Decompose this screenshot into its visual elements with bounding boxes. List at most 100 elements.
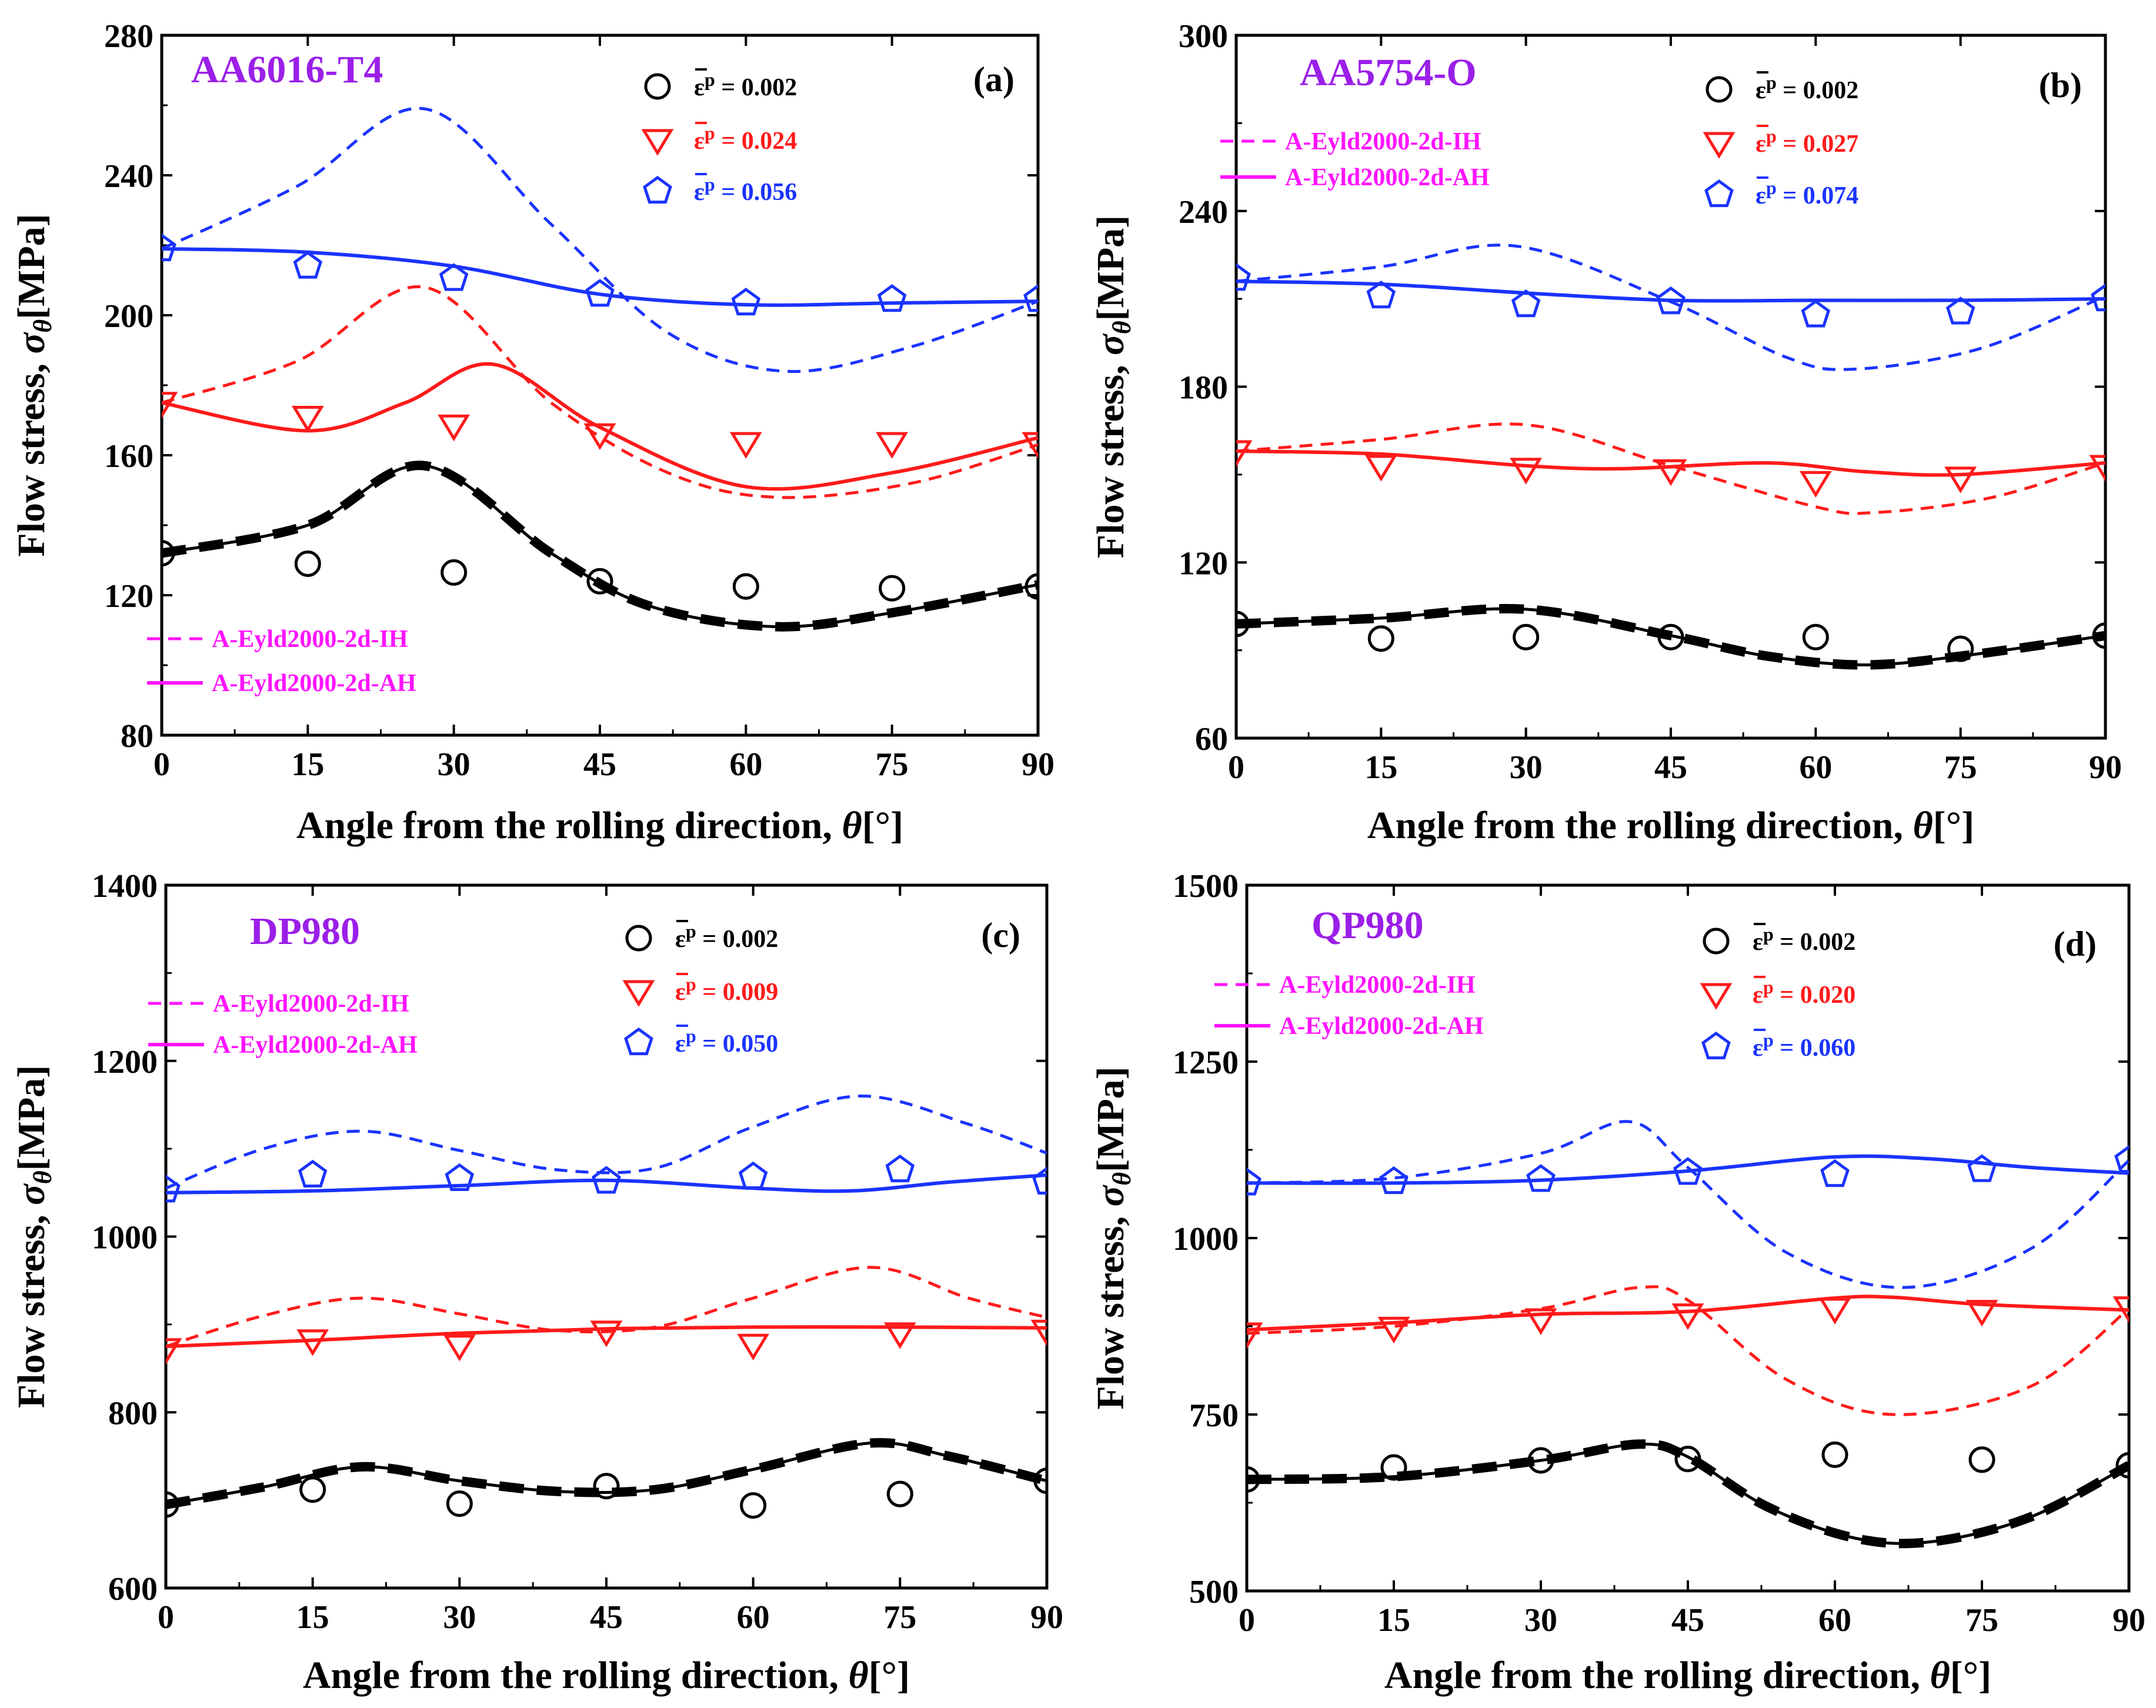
data-point (1364, 455, 1397, 482)
legend-marker (1700, 983, 1733, 1010)
strain-symbol: ε (694, 128, 705, 155)
data-point (1247, 1322, 1263, 1349)
x-tick-label: 45 (1671, 1602, 1704, 1639)
strain-equals: = (715, 74, 742, 101)
plot-area (1247, 1120, 2129, 1549)
strain-superscript: p (1763, 976, 1774, 998)
data-point (737, 1333, 770, 1361)
x-axis-label: Angle from the rolling direction, θ[°] (303, 1654, 910, 1697)
series-black (162, 461, 1038, 632)
data-point (590, 1320, 623, 1347)
legend-strain-label: εp = 0.024 (694, 122, 797, 155)
data-point (162, 540, 175, 567)
y-axis-label-subscript: θ (28, 1170, 57, 1184)
x-tick-label: 15 (291, 746, 324, 783)
data-point (593, 1473, 620, 1500)
strain-equals: = (696, 1030, 723, 1058)
data-point (298, 1159, 328, 1187)
strain-value: 0.002 (723, 926, 779, 953)
data-point (879, 575, 906, 602)
data-point (592, 1166, 621, 1194)
data-point (166, 1175, 181, 1203)
legend-ah-label: A-Eyld2000-2d-AH (1279, 1013, 1484, 1040)
y-axis-label-subscript: θ (1107, 1172, 1136, 1186)
legend-marker (643, 175, 672, 204)
ah-curve (162, 463, 1038, 629)
strain-value: 0.060 (1800, 1035, 1856, 1062)
data-point (1656, 286, 1686, 315)
x-tick-label: 15 (296, 1599, 329, 1636)
y-axis-label: Flow stress, σθ[MPa] (1089, 1066, 1136, 1409)
data-point (586, 568, 613, 595)
y-tick-label: 1500 (1173, 868, 1239, 905)
data-point (1965, 1300, 1998, 1327)
panel-label: (c) (981, 916, 1020, 955)
x-axis-label-main: Angle from the rolling direction, (1384, 1654, 1930, 1697)
legend-strain-label: εp = 0.002 (675, 920, 778, 953)
x-tick-label: 30 (438, 746, 470, 783)
data-point (1944, 466, 1977, 493)
strain-equals: = (715, 179, 742, 206)
x-axis-label-main: Angle from the rolling direction, (1367, 804, 1913, 847)
strain-superscript: p (686, 920, 696, 942)
data-point (1030, 1319, 1047, 1347)
strain-symbol: ε (675, 979, 686, 1006)
y-axis-label-symbol: σ (10, 1183, 53, 1205)
y-axis-label-subscript: θ (1107, 321, 1136, 334)
y-axis-label-unit: [MPa] (10, 1065, 53, 1171)
x-axis-label-symbol: θ (1913, 804, 1933, 847)
ih-curve (1236, 603, 2105, 670)
x-tick-label: 30 (443, 1599, 476, 1636)
data-point (1967, 1154, 1997, 1182)
legend-ah-label: A-Eyld2000-2d-AH (1285, 164, 1490, 191)
ah-curve (162, 247, 1038, 307)
plot-area (1236, 243, 2105, 670)
panel-d: 0 15 30 45 60 75 90 500 750 1000 1250 1500 Angle fro… (1089, 868, 2145, 1697)
panel-b: 0 15 30 45 60 75 90 60 120 180 240 300 Angle from th… (1089, 18, 2122, 847)
data-point (1377, 1316, 1410, 1344)
legend-marker (1703, 132, 1736, 159)
data-point (1367, 625, 1394, 652)
legend-marker (644, 73, 671, 100)
legend-ah-label: A-Eyld2000-2d-AH (212, 670, 416, 697)
data-point (740, 1492, 767, 1519)
y-axis-label-main: Flow stress, (10, 353, 53, 556)
x-tick-label: 0 (1228, 749, 1244, 786)
x-axis-label: Angle from the rolling direction, θ[°] (1384, 1654, 1991, 1697)
data-point (1022, 432, 1038, 459)
data-point (2115, 1452, 2129, 1479)
legend-strain-label: εp = 0.002 (1755, 72, 1858, 104)
data-point (883, 1322, 916, 1349)
y-tick-label: 1000 (1173, 1221, 1239, 1257)
data-point (1527, 1447, 1554, 1474)
y-tick-label: 240 (1179, 194, 1228, 231)
y-tick-label: 120 (104, 578, 153, 615)
data-point (439, 263, 469, 291)
strain-equals: = (1777, 131, 1803, 158)
y-axis-label-unit: [MPa] (10, 214, 53, 319)
y-tick-label: 1200 (92, 1044, 158, 1080)
data-point (2091, 283, 2105, 312)
x-axis-label-symbol: θ (842, 804, 862, 847)
ah-curve (1236, 449, 2105, 477)
data-point (291, 406, 324, 433)
legend-ih-label: A-Eyld2000-2d-IH (213, 990, 409, 1018)
legend-strain-label: εp = 0.056 (694, 174, 797, 206)
series-red (166, 1266, 1047, 1365)
x-tick-label: 90 (1030, 1599, 1063, 1636)
data-point (877, 284, 907, 312)
strain-equals: = (1777, 182, 1803, 209)
x-tick-label: 0 (1239, 1602, 1255, 1639)
strain-superscript: p (1763, 923, 1774, 945)
strain-symbol: ε (1753, 982, 1763, 1009)
data-point (1654, 459, 1687, 486)
series-red (1247, 1285, 2129, 1416)
y-tick-label: 1400 (92, 868, 158, 905)
y-tick-label: 240 (104, 158, 153, 195)
strain-equals: = (715, 128, 742, 155)
strain-value: 0.027 (1803, 131, 1859, 158)
y-tick-label: 1000 (92, 1220, 158, 1256)
legend-strain-label: εp = 0.060 (1753, 1029, 1855, 1062)
legend-ih-label: A-Eyld2000-2d-IH (1279, 972, 1476, 999)
strain-symbol: ε (675, 1030, 686, 1058)
